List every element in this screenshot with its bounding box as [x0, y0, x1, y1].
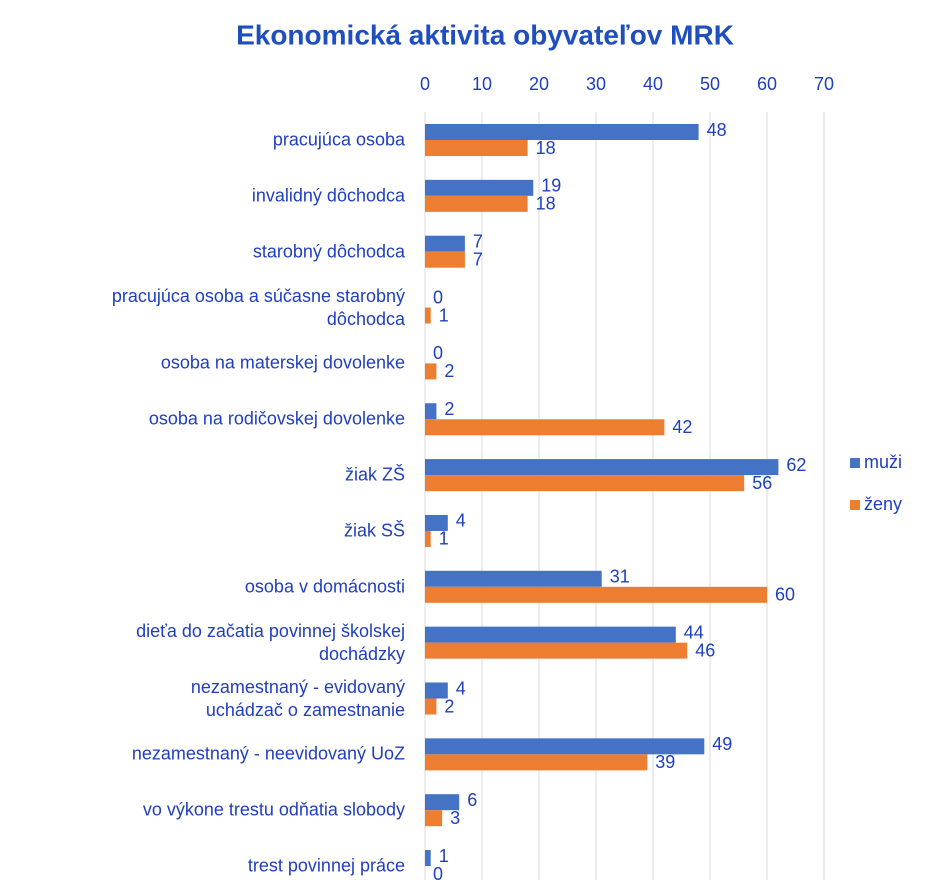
bar — [425, 642, 688, 659]
y-tick-label: invalidný dôchodca — [251, 185, 405, 206]
data-label: 4 — [456, 511, 466, 531]
y-tick-label: starobný dôchodca — [252, 241, 405, 262]
legend-label: muži — [864, 452, 902, 472]
bar — [425, 403, 437, 420]
bar — [425, 586, 767, 603]
bar — [425, 754, 648, 771]
data-label: 1 — [439, 305, 449, 325]
data-label: 62 — [786, 455, 806, 475]
bar — [425, 140, 528, 156]
y-tick-label: osoba v domácnosti — [244, 576, 405, 597]
bar — [425, 363, 437, 380]
data-label: 4 — [456, 678, 466, 698]
data-label: 6 — [467, 790, 477, 810]
data-label: 0 — [433, 864, 443, 880]
data-label: 48 — [707, 120, 727, 140]
bar — [425, 195, 528, 212]
bar — [425, 810, 443, 827]
bar — [425, 626, 676, 643]
data-label: 42 — [672, 417, 692, 437]
y-tick-label: vo výkone trestu odňatia slobody — [142, 799, 405, 820]
x-tick-label: 60 — [757, 74, 777, 94]
x-tick-label: 70 — [814, 74, 834, 94]
data-label: 0 — [433, 287, 443, 307]
chart-title: Ekonomická aktivita obyvateľov MRK — [236, 19, 734, 50]
bar — [425, 514, 448, 531]
x-tick-label: 40 — [643, 74, 663, 94]
x-tick-label: 30 — [586, 74, 606, 94]
data-label: 2 — [444, 361, 454, 381]
data-label: 39 — [655, 752, 675, 772]
y-tick-label: osoba na materskej dovolenke — [160, 352, 405, 373]
data-label: 2 — [444, 399, 454, 419]
x-tick-label: 0 — [420, 74, 430, 94]
bar — [425, 235, 465, 252]
bar — [425, 419, 665, 436]
bar — [425, 251, 465, 268]
data-label: 1 — [439, 846, 449, 866]
bar — [425, 475, 745, 492]
bar — [425, 682, 448, 699]
y-tick-label: pracujúca osoba a súčasne starobný dôcho… — [111, 285, 405, 329]
data-label: 18 — [536, 194, 556, 214]
data-label: 31 — [610, 567, 630, 587]
y-tick-label: dieťa do začatia povinnej školskej dochá… — [136, 620, 405, 664]
data-label: 1 — [439, 529, 449, 549]
bar — [425, 738, 705, 755]
x-tick-label: 10 — [472, 74, 492, 94]
data-label: 18 — [536, 138, 556, 158]
data-label: 49 — [712, 734, 732, 754]
data-label: 44 — [684, 622, 704, 642]
legend-swatch — [850, 458, 860, 468]
y-tick-label: trest povinnej práce — [247, 855, 405, 876]
bar — [425, 307, 431, 324]
data-label: 46 — [695, 640, 715, 660]
y-tick-label: žiak SŠ — [343, 520, 405, 541]
y-tick-label: žiak ZŠ — [344, 464, 405, 485]
data-label: 56 — [752, 473, 772, 493]
data-label: 7 — [473, 231, 483, 251]
data-label: 7 — [473, 249, 483, 269]
y-tick-label: osoba na rodičovskej dovolenke — [148, 408, 405, 429]
bar — [425, 794, 460, 811]
bar — [425, 459, 779, 476]
bar — [425, 850, 431, 867]
legend-label: ženy — [864, 494, 902, 514]
bar — [425, 530, 431, 547]
bar — [425, 179, 534, 196]
x-tick-label: 50 — [700, 74, 720, 94]
y-tick-label: pracujúca osoba — [272, 129, 405, 150]
data-label: 60 — [775, 585, 795, 605]
bar — [425, 570, 602, 587]
data-label: 19 — [541, 176, 561, 196]
bar — [425, 124, 699, 140]
bar — [425, 698, 437, 715]
y-tick-label: nezamestnaný - neevidovaný UoZ — [131, 743, 405, 764]
data-label: 3 — [450, 808, 460, 828]
data-label: 2 — [444, 696, 454, 716]
legend-swatch — [850, 500, 860, 510]
y-tick-label: nezamestnaný - evidovaný uchádzač o zame… — [190, 676, 405, 720]
x-tick-label: 20 — [529, 74, 549, 94]
data-label: 0 — [433, 343, 443, 363]
